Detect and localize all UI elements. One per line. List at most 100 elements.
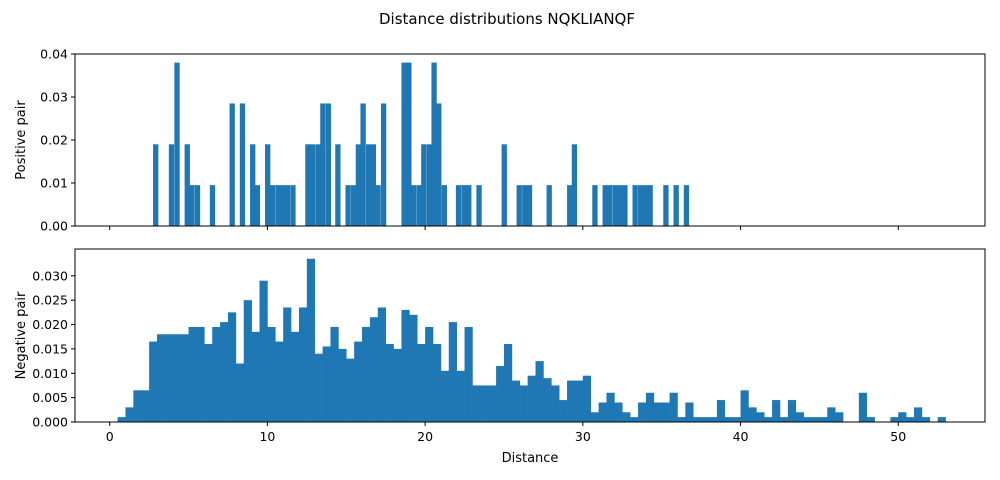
negative-bar — [385, 344, 394, 422]
negative-bar — [787, 400, 797, 422]
negative-bar — [409, 314, 418, 422]
positive-bar — [174, 62, 180, 226]
negative-bar — [756, 412, 765, 422]
negative-bar — [559, 400, 568, 422]
negative-bar — [527, 375, 536, 422]
negative-ytick-label: 0.030 — [32, 268, 68, 283]
negative-bar — [314, 353, 323, 422]
negative-bar — [180, 334, 189, 422]
negative-ytick-label: 0.000 — [32, 415, 68, 430]
negative-bar — [827, 407, 836, 422]
negative-bar — [227, 312, 237, 422]
negative-bar — [472, 385, 481, 422]
negative-bar — [511, 380, 521, 422]
positive-bar — [476, 185, 482, 226]
positive-bar — [360, 103, 366, 226]
positive-bar — [602, 185, 608, 226]
positive-bar — [370, 144, 377, 226]
negative-bar — [220, 322, 229, 422]
negative-bar — [322, 346, 331, 422]
positive-bar — [617, 185, 623, 226]
negative-ytick-label: 0.010 — [32, 366, 68, 381]
positive-bar — [325, 103, 332, 226]
negative-bar — [858, 392, 868, 422]
negative-bar — [354, 341, 363, 422]
negative-bar — [567, 380, 576, 422]
xtick-label: 30 — [575, 429, 591, 444]
negative-ytick-label: 0.025 — [32, 293, 68, 308]
negative-bar — [866, 417, 875, 422]
negative-axes-frame — [74, 248, 986, 423]
negative-bar — [890, 417, 899, 422]
positive-bar — [607, 185, 613, 226]
negative-bar — [480, 385, 489, 422]
positive-bar — [567, 185, 573, 226]
negative-bar — [433, 344, 442, 422]
positive-bar — [522, 185, 528, 226]
positive-bar — [250, 144, 256, 226]
positive-bar — [355, 144, 362, 226]
negative-bar — [716, 400, 726, 422]
negative-bar — [149, 341, 158, 422]
positive-bar — [683, 185, 690, 226]
x-axis-label: Distance — [502, 451, 559, 466]
positive-bar — [280, 185, 286, 226]
positive-bar — [265, 144, 271, 226]
positive-bar — [315, 144, 321, 226]
positive-bar — [546, 185, 552, 226]
negative-bar — [606, 392, 615, 422]
negative-bar — [795, 412, 804, 422]
negative-bar — [819, 417, 828, 422]
negative-bar — [164, 334, 174, 422]
positive-bar — [309, 144, 316, 226]
negative-bar — [551, 385, 560, 422]
negative-bar — [590, 412, 599, 422]
negative-bar — [157, 334, 166, 422]
negative-bar — [456, 370, 465, 422]
positive-bar — [638, 185, 644, 226]
negative-bar — [709, 417, 718, 422]
negative-bar — [630, 417, 639, 422]
negative-bar — [779, 417, 789, 422]
xtick-label: 40 — [733, 429, 749, 444]
negative-bar — [235, 363, 245, 422]
positive-bar — [189, 185, 195, 226]
positive-bar — [194, 185, 201, 226]
positive-bar — [284, 185, 291, 226]
negative-bar — [645, 392, 655, 422]
negative-ytick-label: 0.020 — [32, 317, 68, 332]
negative-pair-panel: 0.000 0.005 0.010 0.015 0.020 0.025 0.030 0 10 20… — [14, 248, 986, 444]
positive-bar — [647, 185, 653, 226]
positive-bar — [466, 185, 472, 226]
positive-bar — [229, 103, 235, 226]
negative-bar — [937, 417, 946, 422]
positive-ytick-label: 0.04 — [40, 47, 68, 62]
negative-bar — [574, 380, 584, 422]
positive-bar — [632, 185, 638, 226]
positive-bar — [380, 103, 387, 226]
negative-bar — [125, 407, 134, 422]
positive-bar — [168, 144, 175, 226]
negative-bar — [685, 402, 694, 422]
negative-bar — [724, 417, 733, 422]
negative-bar — [377, 307, 386, 422]
negative-bar — [906, 417, 915, 422]
negative-bar — [653, 402, 662, 422]
negative-bar — [669, 392, 678, 422]
positive-bar — [431, 62, 437, 226]
positive-bar — [441, 185, 447, 226]
negative-y-axis-label: Negative pair — [14, 291, 29, 379]
positive-ytick-label: 0.02 — [40, 133, 68, 148]
negative-bar — [535, 361, 544, 422]
negative-bar — [362, 326, 371, 422]
negative-bar — [638, 402, 647, 422]
negative-bar — [835, 412, 844, 422]
positive-ytick-label: 0.01 — [40, 176, 68, 191]
negative-bar — [914, 407, 923, 422]
positive-bar — [622, 185, 628, 226]
negative-bar — [212, 326, 221, 422]
positive-bar — [642, 185, 649, 226]
negative-bar — [582, 375, 592, 422]
positive-bar — [421, 144, 427, 226]
